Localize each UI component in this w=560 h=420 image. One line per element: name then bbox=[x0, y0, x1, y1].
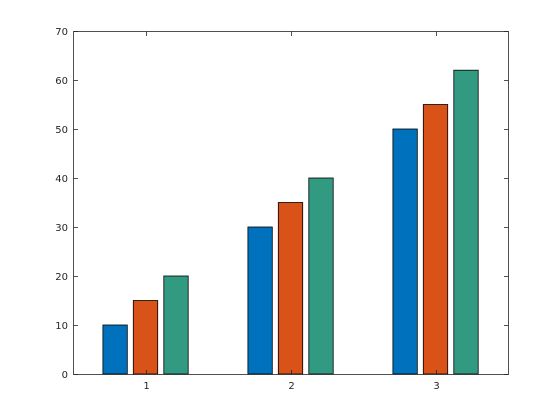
bar-series-3-category-3 bbox=[453, 69, 479, 375]
bars-layer bbox=[102, 69, 479, 375]
bar-series-1-category-3 bbox=[392, 128, 418, 375]
x-tick-label: 1 bbox=[143, 381, 149, 392]
y-tick-label: 20 bbox=[55, 272, 68, 283]
bar-series-2-category-2 bbox=[277, 202, 304, 375]
bar-series-3-category-2 bbox=[308, 177, 334, 375]
labels-layer: 0 10 20 30 40 50 60 70 1 2 3 bbox=[55, 27, 439, 392]
bar-series-2-category-3 bbox=[422, 104, 449, 375]
y-tick-label: 30 bbox=[55, 223, 68, 234]
bar-series-1-category-1 bbox=[102, 324, 128, 375]
axes-box bbox=[73, 31, 509, 375]
y-tick-label: 0 bbox=[62, 370, 68, 381]
bar-series-3-category-1 bbox=[163, 275, 189, 375]
x-tick-label: 2 bbox=[288, 381, 294, 392]
y-tick-label: 70 bbox=[55, 27, 68, 38]
axes-layer bbox=[73, 31, 509, 375]
y-tick-label: 50 bbox=[55, 125, 68, 136]
y-tick-label: 60 bbox=[55, 76, 68, 87]
bar-series-1-category-2 bbox=[247, 226, 273, 375]
y-tick-label: 40 bbox=[55, 174, 68, 185]
x-tick-label: 3 bbox=[433, 381, 439, 392]
bar-series-2-category-1 bbox=[132, 300, 159, 375]
y-tick-label: 10 bbox=[55, 321, 68, 332]
